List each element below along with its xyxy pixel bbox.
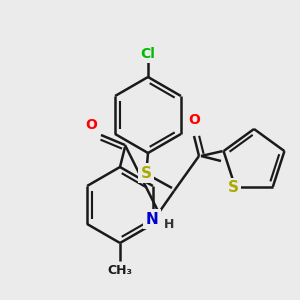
Text: N: N	[146, 212, 158, 226]
Text: S: S	[228, 180, 239, 195]
Text: O: O	[188, 113, 200, 127]
Text: S: S	[140, 166, 152, 181]
Text: O: O	[85, 118, 97, 132]
Text: CH₃: CH₃	[107, 265, 133, 278]
Text: H: H	[164, 218, 174, 230]
Text: Cl: Cl	[141, 47, 155, 61]
